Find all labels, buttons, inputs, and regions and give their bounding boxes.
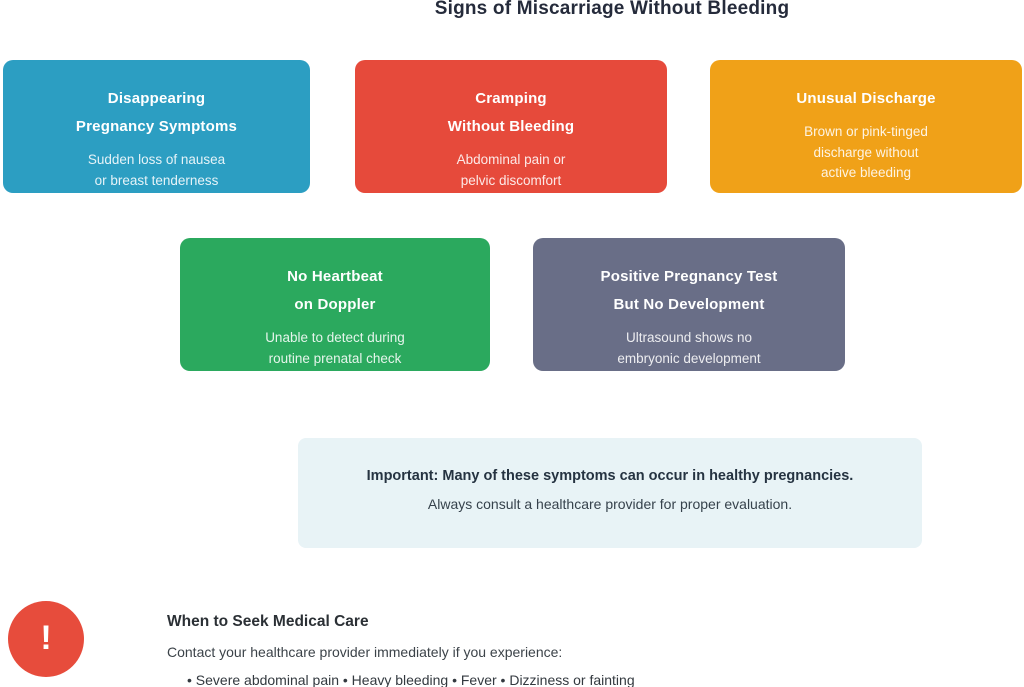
card-cramping-without-bleeding: Cramping Without Bleeding Abdominal pain … — [355, 60, 667, 193]
card-subtitle: Sudden loss of nausea or breast tendernes… — [87, 152, 226, 188]
alert-exclamation-icon: ! — [8, 601, 84, 677]
card-title: No Heartbeat on Doppler — [287, 268, 383, 313]
seek-care-symptom-list: • Severe abdominal pain • Heavy bleeding… — [187, 672, 635, 687]
card-subtitle: Brown or pink-tinged discharge without act… — [804, 124, 928, 180]
card-subtitle: Unable to detect during routine prenatal … — [265, 330, 405, 366]
exclamation-mark: ! — [40, 618, 52, 657]
page-title: Signs of Miscarriage Without Bleeding — [434, 0, 790, 19]
seek-care-heading: When to Seek Medical Care — [167, 613, 369, 630]
card-no-heartbeat-on-doppler: No Heartbeat on Doppler Unable to detect … — [180, 238, 490, 371]
card-subtitle: Ultrasound shows no embryonic development — [617, 330, 761, 366]
important-note-box: Important: Many of these symptoms can oc… — [298, 438, 922, 548]
card-unusual-discharge: Unusual Discharge Brown or pink-tinged di… — [710, 60, 1022, 193]
important-note-regular-text: Always consult a healthcare provider for… — [427, 496, 793, 512]
card-disappearing-pregnancy-symptoms: Disappearing Pregnancy Symptoms Sudden lo… — [3, 60, 310, 193]
card-positive-test-no-development: Positive Pregnancy Test But No Developmen… — [533, 238, 845, 371]
card-title: Disappearing Pregnancy Symptoms — [75, 90, 238, 135]
seek-care-intro: Contact your healthcare provider immedia… — [167, 644, 563, 660]
important-note-bold-text: Important: Many of these symptoms can oc… — [366, 468, 854, 484]
card-title: Cramping Without Bleeding — [447, 90, 575, 135]
card-title: Positive Pregnancy Test But No Developmen… — [600, 268, 778, 313]
card-subtitle: Abdominal pain or pelvic discomfort — [456, 152, 566, 188]
card-title: Unusual Discharge — [796, 90, 936, 107]
